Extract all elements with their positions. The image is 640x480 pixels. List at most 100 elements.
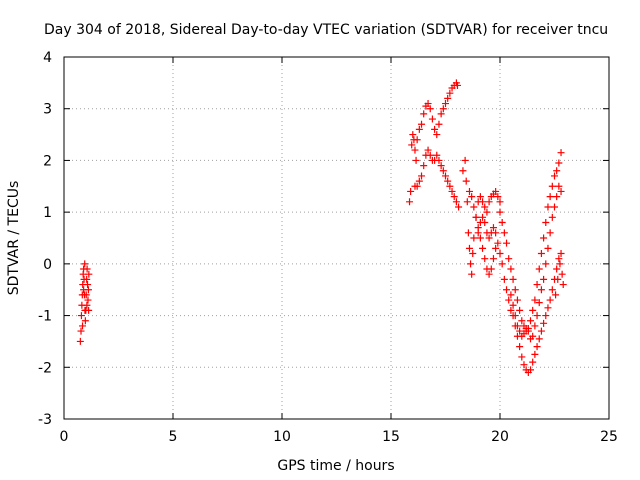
data-point xyxy=(468,193,476,201)
data-point xyxy=(85,306,93,314)
data-point xyxy=(533,281,541,289)
data-point xyxy=(476,193,484,201)
data-point xyxy=(418,120,426,128)
data-point xyxy=(540,234,548,242)
data-point xyxy=(540,319,548,327)
data-point xyxy=(415,177,423,185)
y-tick-label: -1 xyxy=(38,309,52,325)
data-point xyxy=(424,100,432,108)
data-point xyxy=(548,213,556,221)
data-point xyxy=(84,296,92,304)
plot-frame xyxy=(63,56,610,420)
data-point xyxy=(481,218,489,226)
data-point xyxy=(516,327,524,335)
data-point xyxy=(544,244,552,252)
data-point xyxy=(431,125,439,133)
data-point xyxy=(426,105,434,113)
data-point xyxy=(494,239,502,247)
data-point xyxy=(413,136,421,144)
data-point xyxy=(516,343,524,351)
data-point xyxy=(474,229,482,237)
data-point xyxy=(531,350,539,358)
data-point xyxy=(546,193,554,201)
data-point xyxy=(553,265,561,273)
data-point xyxy=(465,187,473,195)
data-point xyxy=(435,156,443,164)
data-point xyxy=(555,159,563,167)
data-point xyxy=(529,332,537,340)
data-point xyxy=(542,260,550,268)
data-point xyxy=(407,187,415,195)
x-tick-label: 5 xyxy=(169,429,178,445)
data-point xyxy=(520,330,528,338)
data-point xyxy=(544,304,552,312)
x-tick-label: 25 xyxy=(600,429,618,445)
data-point xyxy=(496,250,504,258)
data-point xyxy=(470,203,478,211)
x-tick-label: 0 xyxy=(60,429,69,445)
data-point xyxy=(489,224,497,232)
data-point xyxy=(518,353,526,361)
data-point xyxy=(450,193,458,201)
data-point xyxy=(448,187,456,195)
data-point xyxy=(516,306,524,314)
data-point xyxy=(509,301,517,309)
data-point xyxy=(444,177,452,185)
data-point xyxy=(479,213,487,221)
y-tick-label: 3 xyxy=(43,102,52,118)
data-point xyxy=(439,105,447,113)
data-point xyxy=(548,286,556,294)
data-point xyxy=(485,198,493,206)
data-point xyxy=(479,244,487,252)
data-point xyxy=(472,213,480,221)
data-point xyxy=(524,327,532,335)
data-point xyxy=(551,172,558,180)
data-point xyxy=(483,208,491,216)
data-point xyxy=(535,335,543,343)
data-point xyxy=(464,229,472,237)
data-point xyxy=(554,275,562,283)
data-point xyxy=(420,110,428,118)
data-point xyxy=(498,260,506,268)
x-tick-label: 10 xyxy=(273,429,291,445)
data-point xyxy=(492,229,500,237)
data-point xyxy=(527,317,535,325)
data-point xyxy=(535,265,543,273)
data-point xyxy=(533,312,541,320)
data-point xyxy=(496,208,504,216)
data-point xyxy=(552,291,560,299)
data-point xyxy=(492,187,500,195)
data-point xyxy=(537,327,545,335)
data-point xyxy=(476,234,484,242)
data-point xyxy=(420,162,428,170)
data-point xyxy=(481,255,489,263)
data-point xyxy=(442,100,449,108)
data-point xyxy=(85,270,93,278)
data-point xyxy=(439,167,447,175)
data-point xyxy=(557,187,565,195)
data-point xyxy=(546,296,554,304)
y-tick-label: -2 xyxy=(38,360,52,376)
data-point xyxy=(81,317,89,325)
data-point xyxy=(553,193,561,201)
data-point xyxy=(485,234,493,242)
data-point xyxy=(468,270,476,278)
data-point xyxy=(437,110,445,118)
y-tick-label: 0 xyxy=(43,257,52,273)
data-point xyxy=(507,306,515,314)
data-point xyxy=(487,265,495,273)
data-point xyxy=(467,260,475,268)
data-point xyxy=(507,265,515,273)
data-point xyxy=(540,275,548,283)
data-point xyxy=(459,167,467,175)
axis-ticks: 0 5 10 15 20 25 -3 -2 -1 0 1 2 3 4 xyxy=(38,50,618,445)
x-axis-label: GPS time / hours xyxy=(277,458,394,474)
data-point xyxy=(559,281,567,289)
grid-lines xyxy=(64,57,609,419)
data-point xyxy=(415,125,423,133)
data-point xyxy=(81,260,89,268)
data-point xyxy=(408,141,416,149)
data-point xyxy=(546,229,554,237)
data-point xyxy=(412,156,420,164)
